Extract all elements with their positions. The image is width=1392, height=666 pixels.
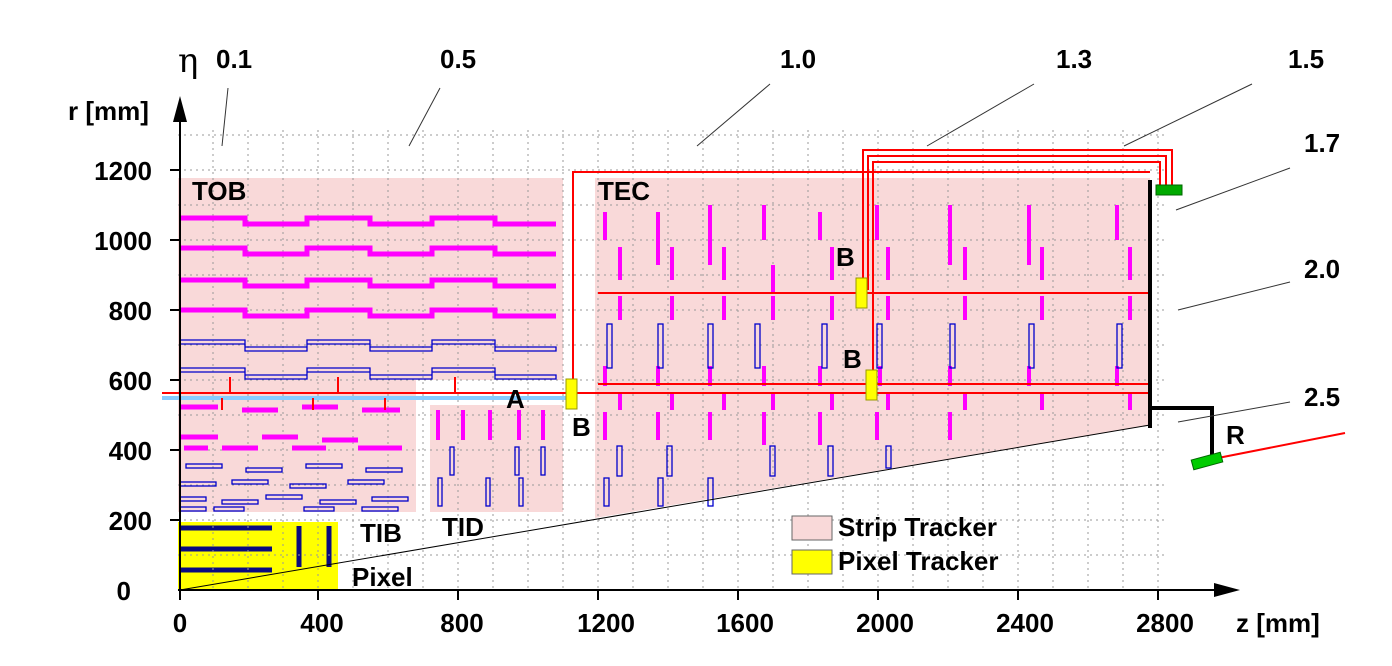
tob-stereo-layer <box>180 307 556 319</box>
tob-rphi-layer <box>179 339 557 352</box>
eta-label: 2.5 <box>1304 382 1340 412</box>
tob-stereo-layer <box>180 277 556 289</box>
service-route-tec <box>862 149 1173 384</box>
x-tick-label: 0 <box>173 608 187 638</box>
legend-pixel-label: Pixel Tracker <box>838 546 998 576</box>
connector-top <box>1155 184 1183 196</box>
tid-modules <box>436 410 546 507</box>
legend-strip-label: Strip Tracker <box>838 512 997 542</box>
tec-modules <box>603 205 1132 507</box>
region-label-tid: TID <box>442 512 484 542</box>
eta-label: 1.3 <box>1056 44 1092 74</box>
service-route-tob <box>572 171 1150 385</box>
x-tick-label: 1600 <box>716 608 774 638</box>
marker-b: B <box>836 242 855 272</box>
pixel-area <box>178 522 338 590</box>
eta-label: 1.5 <box>1288 44 1324 74</box>
x-tick-label: 400 <box>300 608 343 638</box>
eta-lines <box>221 83 1291 423</box>
patch-panel-b2 <box>855 277 868 309</box>
outgoing-service-line <box>1217 432 1346 459</box>
tob-service-ticks <box>221 377 456 410</box>
legend-strip-swatch <box>791 515 833 541</box>
legend: Strip Tracker Pixel Tracker <box>791 512 998 576</box>
x-tick-label: 1200 <box>577 608 635 638</box>
eta-label: 0.5 <box>440 44 476 74</box>
tob-stereo-layer <box>180 245 556 257</box>
region-label-tib: TIB <box>360 518 402 548</box>
y-tick-label: 1200 <box>94 156 152 186</box>
y-tick-label: 1000 <box>94 226 152 256</box>
eta-boundary-line <box>179 424 1151 591</box>
y-axis-arrow <box>173 96 187 122</box>
axes <box>170 96 1240 600</box>
eta-label: 0.1 <box>216 44 252 74</box>
x-axis-title: z [mm] <box>1236 608 1320 638</box>
connector-bottom <box>1190 451 1224 471</box>
tob-stereo-layer <box>180 215 556 227</box>
legend-pixel-swatch <box>791 549 833 575</box>
region-label-tob: TOB <box>192 176 246 206</box>
y-tick-label: 800 <box>109 296 152 326</box>
y-tick-label: 600 <box>109 366 152 396</box>
y-tick-label: 200 <box>109 506 152 536</box>
marker-b: B <box>572 412 591 442</box>
patch-panel-b3 <box>865 369 878 401</box>
x-tick-label: 2000 <box>856 608 914 638</box>
eta-symbol: η <box>178 41 198 81</box>
patch-panel-b1 <box>565 378 578 410</box>
marker-b: B <box>843 344 862 374</box>
marker-r: R <box>1226 420 1245 450</box>
eta-label: 1.0 <box>780 44 816 74</box>
y-axis-title: r [mm] <box>68 96 149 126</box>
x-tick-labels: 0 400 800 1200 1600 2000 2400 2800 <box>173 608 1194 638</box>
region-label-pixel: Pixel <box>352 562 413 592</box>
route-r <box>1150 406 1214 455</box>
x-tick-label: 2800 <box>1136 608 1194 638</box>
eta-label: 1.7 <box>1304 128 1340 158</box>
pixel-region <box>178 522 338 590</box>
x-tick-label: 2400 <box>996 608 1054 638</box>
marker-a: A <box>506 384 525 414</box>
eta-label: 2.0 <box>1304 254 1340 284</box>
x-tick-label: 800 <box>440 608 483 638</box>
y-tick-label: 0 <box>117 576 131 606</box>
y-tick-labels: 0 200 400 600 800 1000 1200 <box>94 156 152 606</box>
y-tick-label: 400 <box>109 436 152 466</box>
tib-modules <box>179 404 409 512</box>
x-axis-arrow <box>1214 583 1240 597</box>
region-label-tec: TEC <box>598 176 650 206</box>
tob-rphi-layer <box>179 367 557 380</box>
strip-regions <box>178 178 1150 518</box>
tob-modules <box>179 215 557 380</box>
